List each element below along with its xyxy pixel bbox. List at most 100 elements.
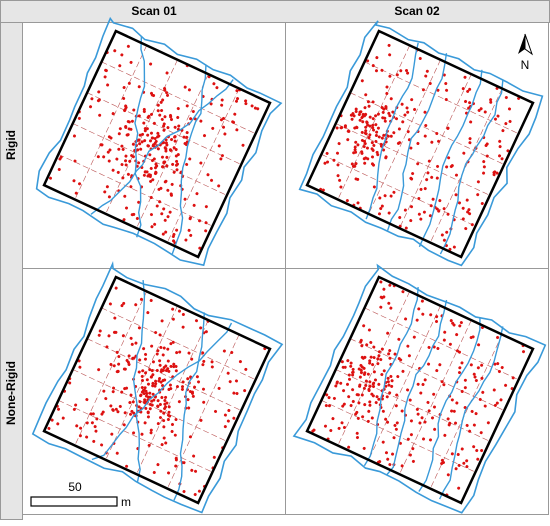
point [199,119,203,123]
scan-boundary [91,322,233,461]
point [174,148,178,152]
point [160,443,164,447]
point [465,198,469,202]
point [137,405,141,409]
point [129,60,133,64]
point [395,421,399,425]
point [442,238,446,242]
point [409,146,413,150]
point [380,204,384,208]
point [198,219,202,223]
point [493,170,497,174]
point [164,179,168,183]
point [397,127,401,131]
point [335,126,339,130]
point [461,217,465,221]
point [501,129,505,133]
point [137,161,141,165]
point [146,174,150,178]
point [323,161,327,165]
point [472,372,476,376]
point [162,207,166,211]
point [363,161,367,165]
point [163,399,167,403]
point [146,144,150,148]
point [201,351,205,355]
point [374,69,378,73]
point [130,342,134,346]
point [143,170,147,174]
point [463,406,467,410]
point [370,416,374,420]
point [230,350,234,354]
point [178,350,182,354]
point [149,166,153,170]
point [411,447,415,451]
point [223,413,227,417]
point [204,330,208,334]
point [450,409,454,413]
point [380,136,384,140]
grid-line [321,154,476,227]
point [103,75,107,79]
point [483,404,487,408]
point [160,395,164,399]
point [424,124,428,128]
point [79,426,83,430]
scan-boundary [418,317,481,492]
point [120,304,124,308]
side-bar [0,22,23,520]
point [149,131,153,135]
point [149,179,153,183]
point [197,380,201,384]
point [504,122,508,126]
point [389,134,393,138]
scan-boundary [171,64,207,255]
point [452,409,456,413]
point [372,128,376,132]
grid-line [335,369,490,442]
point [371,123,375,127]
point [379,280,383,284]
point [116,369,120,373]
point [176,162,180,166]
point [171,340,175,344]
point [413,107,417,111]
point [377,212,381,216]
point [368,400,372,404]
point [368,384,372,388]
point [147,443,151,447]
point [168,383,172,387]
point [162,141,166,145]
point [129,336,133,340]
point [485,154,489,158]
point [354,162,358,166]
point [48,176,52,180]
point [504,96,508,100]
point [374,133,378,137]
point [364,125,368,129]
point [459,321,463,325]
point [150,93,154,97]
point [166,359,170,363]
point [109,362,113,366]
point [388,114,392,118]
point [435,132,439,136]
point [406,130,410,134]
point [489,100,493,104]
grid-line [136,320,209,475]
point [165,401,169,405]
point [379,305,383,309]
plot-square [305,29,535,259]
grid-line [74,45,147,200]
point [130,154,134,158]
point [154,331,158,335]
point [377,382,381,386]
point [366,372,370,376]
point [166,126,170,130]
point [190,391,194,395]
point [160,117,164,121]
point [121,147,125,151]
point [112,386,116,390]
